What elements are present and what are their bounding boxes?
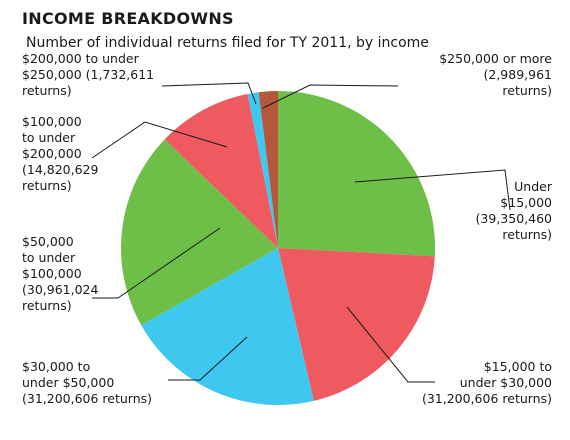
slice-label-5: $200,000 to under $250,000 (1,732,611 retu… [22,51,154,98]
slice-label-0: Under $15,000 (39,350,460 returns) [476,179,553,242]
leader-line-6 [262,84,399,109]
leader-line-1 [346,306,435,383]
slice-label-2: $30,000 to under $50,000 (31,200,606 retur… [22,359,152,406]
chart-title: INCOME BREAKDOWNS [22,9,234,28]
slice-label-line: under $30,000 [460,375,552,390]
slice-label-line: (39,350,460 [476,211,552,226]
slice-label-line: $15,000 [500,195,552,210]
pie-slice-0 [278,91,436,257]
slice-label-line: $50,000 [22,234,74,249]
pie-slice-5 [247,92,278,248]
slice-label-line: to under [22,130,76,145]
slice-label-6: $250,000 or more (2,989,961 returns) [439,51,552,98]
slice-label-line: (30,961,024 [22,282,98,297]
pie-slice-1 [278,248,435,401]
pie-slice-6 [258,91,278,248]
slice-label-line: Under [514,179,553,194]
slice-label-line: returns) [22,178,72,193]
slice-label-line: returns) [22,298,72,313]
leader-line-5 [161,82,257,105]
slice-label-3: $50,000 to under $100,000 (30,961,024 return… [22,234,98,313]
slice-label-line: returns) [502,83,552,98]
leader-line-3 [92,227,221,299]
pie-slice-4 [164,93,278,248]
leader-line-2 [168,336,248,381]
slice-label-line: returns) [22,83,72,98]
slice-label-4: $100,000 to under $200,000 (14,820,629 retur… [22,114,98,193]
slice-label-line: $100,000 [22,266,82,281]
slice-label-line: to under [22,250,76,265]
leader-line-4 [91,121,228,159]
slice-label-line: $250,000 (1,732,611 [22,67,154,82]
slice-label-line: $30,000 to [22,359,90,374]
pie-slice-3 [121,139,278,326]
slice-label-line: returns) [502,227,552,242]
slice-label-line: $100,000 [22,114,82,129]
pie-slice-2 [141,248,314,405]
slice-label-line: under $50,000 [22,375,114,390]
slice-label-line: (31,200,606 returns) [22,391,152,406]
slice-label-line: $250,000 or more [439,51,552,66]
slice-label-line: (31,200,606 returns) [422,391,552,406]
slice-label-line: $200,000 to under [22,51,140,66]
slice-label-line: (2,989,961 [484,67,553,82]
slice-label-line: $200,000 [22,146,82,161]
slice-label-1: $15,000 to under $30,000 (31,200,606 retur… [422,359,552,406]
leader-line-0 [354,169,511,211]
slice-label-line: $15,000 to [484,359,552,374]
chart-subtitle: Number of individual returns filed for T… [26,35,429,51]
slice-label-line: (14,820,629 [22,162,98,177]
